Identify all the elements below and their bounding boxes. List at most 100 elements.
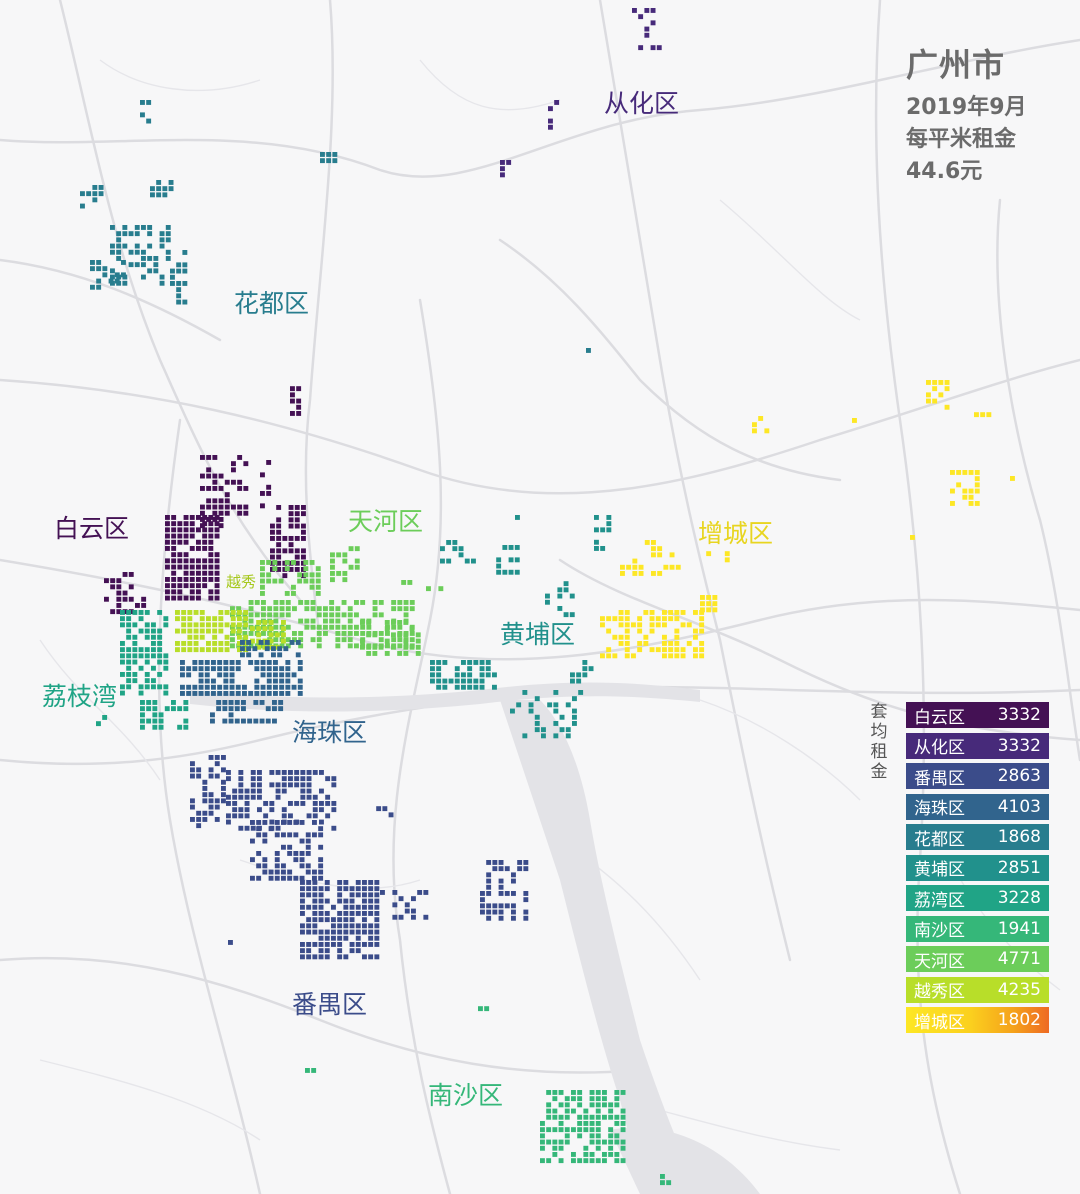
rent-cell-haizhu [273, 684, 278, 690]
rent-cell-nansha [595, 1114, 601, 1120]
rent-cell-yuexiu [206, 641, 211, 646]
rent-cell-baiyun [165, 533, 170, 539]
rent-cell-panyu [238, 770, 244, 775]
rent-cell-haizhu [241, 700, 246, 705]
rent-cell-baiyun [171, 515, 177, 520]
rent-cell-zengcheng [700, 607, 705, 613]
rent-cell-yuexiu [218, 628, 224, 634]
rent-cell-panyu [294, 770, 300, 775]
rent-cell-tianhe [266, 578, 272, 584]
rent-cell-huangpu [430, 678, 435, 684]
rent-cell-haizhu [235, 660, 241, 665]
rent-cell-baiyun [243, 486, 249, 491]
rent-cell-panyu [306, 923, 312, 929]
rent-cell-baiyun [171, 546, 177, 551]
rent-cell-panyu [318, 948, 324, 954]
rent-cell-panyu [368, 886, 374, 892]
rent-cell-baiyun [301, 548, 306, 554]
rent-cell-baiyun [288, 548, 294, 554]
rent-cell-huadu [92, 185, 98, 190]
rent-cell-tianhe [372, 651, 378, 656]
rent-cell-tianhe [391, 637, 397, 643]
rent-cell-liwan [163, 684, 169, 690]
rent-cell-tianhe [316, 631, 322, 636]
rent-cell-baiyun [196, 595, 201, 601]
rent-cell-zengcheng [662, 634, 667, 640]
rent-cell-tianhe [248, 600, 254, 605]
rent-cell-panyu [244, 813, 250, 819]
rent-cell-tianhe [310, 618, 316, 624]
rent-cell-haizhu [204, 684, 210, 690]
rent-cell-huangpu [461, 672, 466, 678]
rent-cell-zengcheng [699, 628, 705, 634]
rent-cell-nansha [552, 1139, 558, 1145]
rent-cell-zengcheng [938, 380, 944, 385]
rent-cell-zengcheng [950, 501, 955, 506]
rent-cell-panyu [281, 776, 287, 782]
rent-cell-haizhu [279, 678, 285, 684]
legend-district-name: 增城区 [914, 1012, 965, 1033]
rent-cell-panyu [196, 773, 202, 779]
rent-cell-haizhu [211, 678, 216, 684]
rent-cell-baiyun [177, 552, 183, 558]
legend-district-name: 海珠区 [914, 799, 965, 819]
rent-cell-huangpu [565, 727, 571, 733]
rent-cell-haizhu [211, 666, 216, 672]
label-zengcheng: 增城区 [698, 519, 774, 548]
rent-cell-baiyun [116, 590, 122, 596]
rent-cell-huangpu [534, 727, 540, 733]
rent-cell-panyu [319, 807, 324, 813]
rent-cell-panyu [324, 911, 330, 916]
rent-cell-huangpu [442, 684, 448, 690]
rent-cell-nansha [311, 1068, 317, 1073]
rent-cell-liwan [163, 622, 169, 628]
rent-cell-yuexiu [212, 628, 218, 634]
rent-cell-yuexiu [175, 610, 180, 615]
rent-cell-haizhu [229, 691, 235, 696]
rent-cell-haizhu [247, 718, 253, 724]
rent-cell-nansha [614, 1102, 620, 1108]
rent-cell-huadu [168, 180, 174, 185]
rent-cell-zengcheng [624, 653, 630, 659]
rent-cell-baiyun [183, 521, 189, 527]
rent-cell-huangpu [510, 708, 515, 714]
rent-cell-panyu [492, 860, 498, 865]
rent-cell-huadu [147, 268, 153, 274]
rent-cell-huadu [116, 243, 122, 249]
legend: 白云区 3332 从化区 3332 番禺区 2863 海珠区 4103 花都区 1868 黄埔区 28… [906, 702, 1049, 1038]
rent-cell-panyu [226, 776, 231, 782]
rent-cell-panyu [262, 863, 268, 869]
legend-district-rent: 2863 [997, 766, 1041, 786]
rent-cell-liwan [151, 665, 156, 671]
rent-cell-zengcheng [669, 564, 675, 570]
rent-cell-yuexiu [237, 647, 242, 653]
rent-cell-huadu [156, 180, 162, 185]
rent-cell-huadu [141, 225, 146, 230]
rent-cell-tianhe [341, 631, 347, 636]
rent-cell-baiyun [212, 510, 218, 516]
rent-cell-zengcheng [620, 571, 625, 576]
rent-cell-panyu [349, 911, 355, 916]
rent-cell-panyu [288, 813, 293, 819]
rent-cell-huadu [147, 231, 153, 237]
rent-cell-baiyun [237, 455, 243, 460]
rent-cell-panyu [331, 917, 336, 923]
rent-cell-zengcheng [974, 482, 980, 488]
rent-cell-huangpu [515, 515, 520, 520]
rent-cell-conghua [638, 14, 644, 20]
rent-cell-conghua [644, 26, 650, 32]
rent-cell-haizhu [211, 660, 216, 665]
rent-cell-huadu [102, 266, 108, 272]
rent-cell-zengcheng [632, 564, 638, 570]
rent-cell-tianhe [426, 586, 431, 592]
rent-cell-huangpu [594, 546, 599, 551]
rent-cell-nansha [558, 1121, 564, 1126]
rent-cell-panyu [480, 903, 485, 909]
rent-cell-huangpu [508, 569, 514, 575]
rent-cell-nansha [595, 1096, 601, 1102]
rent-cell-baiyun [208, 564, 214, 570]
rent-cell-conghua [650, 45, 656, 51]
rent-cell-tianhe [323, 612, 328, 618]
rent-cell-panyu [337, 892, 343, 898]
rent-cell-panyu [256, 875, 262, 881]
